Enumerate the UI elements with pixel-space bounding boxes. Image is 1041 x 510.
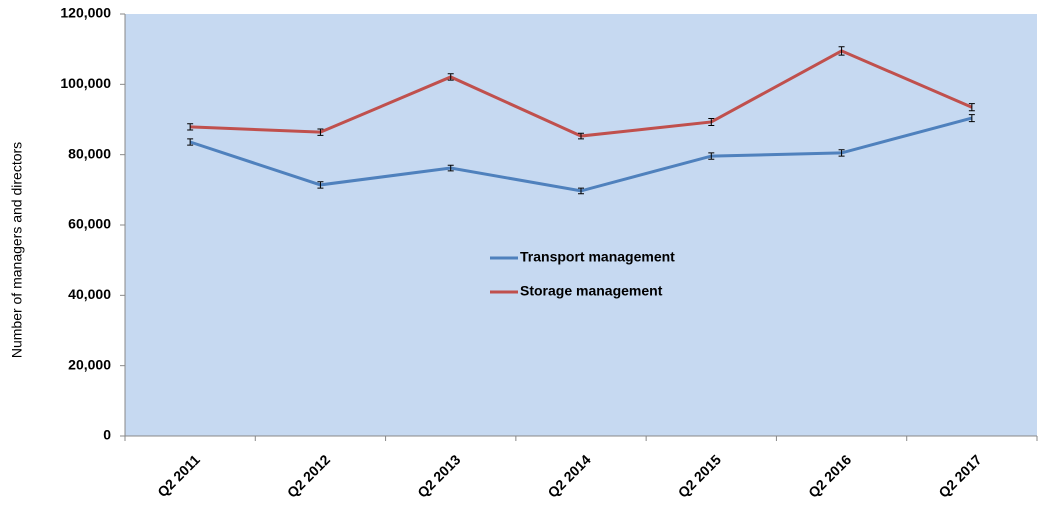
x-tick-label: Q2 2015 — [675, 451, 724, 500]
error-bar — [187, 123, 194, 131]
error-bar — [317, 181, 324, 189]
y-tick-label: 40,000 — [68, 286, 111, 302]
y-tick-label: 20,000 — [68, 356, 111, 372]
error-bar — [708, 152, 715, 160]
x-tick-label: Q2 2014 — [544, 451, 593, 500]
error-bar — [578, 132, 584, 140]
x-tick-label: Q2 2013 — [414, 451, 463, 500]
error-bar — [317, 128, 324, 136]
y-tick-label: 0 — [103, 427, 111, 443]
error-bar — [187, 138, 194, 146]
y-tick-label: 100,000 — [60, 75, 111, 91]
error-bar — [447, 73, 454, 81]
x-tick-label: Q2 2012 — [284, 451, 333, 500]
x-tick-label: Q2 2016 — [805, 451, 854, 500]
x-tick-label: Q2 2011 — [154, 451, 203, 500]
error-bar — [447, 164, 454, 172]
error-bar — [968, 114, 975, 123]
error-bar — [578, 187, 584, 195]
y-axis-label: Number of managers and directors — [9, 142, 25, 358]
error-bar — [838, 46, 845, 56]
legend-label: Storage management — [520, 283, 663, 299]
error-bar — [968, 103, 975, 112]
legend-label: Transport management — [520, 249, 675, 265]
error-bar — [708, 117, 715, 126]
y-tick-label: 80,000 — [68, 145, 111, 161]
error-bar — [838, 149, 845, 157]
plot-area — [125, 14, 1037, 436]
y-tick-label: 120,000 — [60, 5, 111, 21]
x-tick-label: Q2 2017 — [935, 451, 984, 500]
y-tick-label: 60,000 — [68, 216, 111, 232]
